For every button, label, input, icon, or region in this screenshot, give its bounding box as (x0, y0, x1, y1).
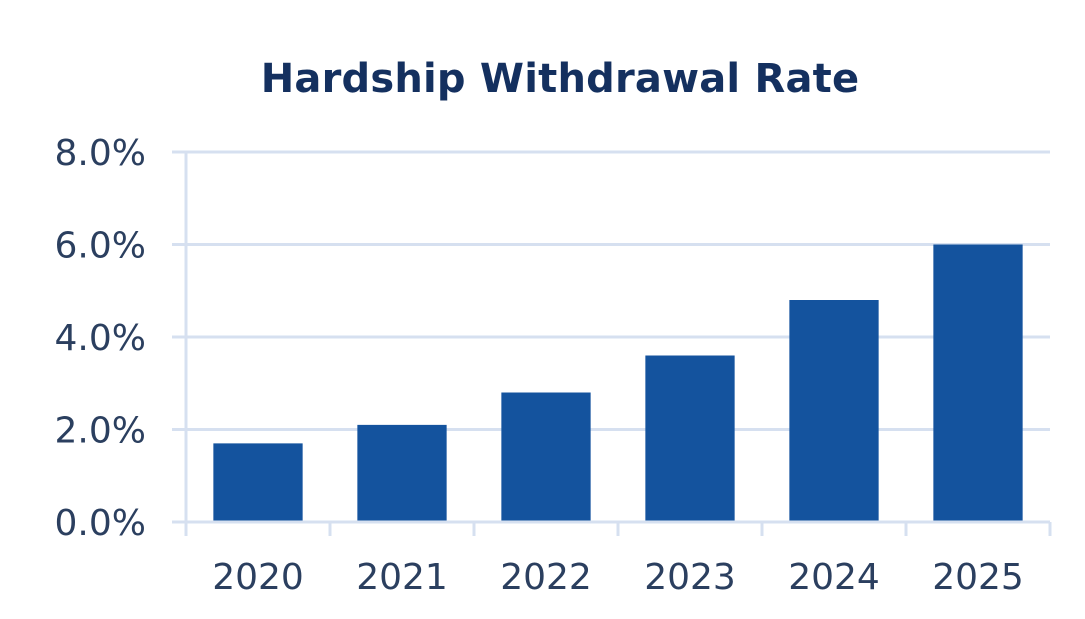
chart-title: Hardship Withdrawal Rate (260, 56, 860, 102)
bar-2021 (357, 424, 447, 522)
bar-2022 (501, 392, 591, 522)
bar-2020 (213, 443, 303, 522)
x-tick-label: 2022 (500, 557, 592, 598)
y-tick-label: 4.0% (55, 318, 146, 359)
bar-2025 (933, 244, 1023, 522)
bar-2023 (645, 355, 735, 522)
x-tick-label: 2025 (932, 557, 1024, 598)
x-tick-label: 2021 (356, 557, 448, 598)
y-tick-label: 0.0% (55, 503, 146, 544)
x-tick-label: 2023 (644, 557, 736, 598)
y-tick-label: 6.0% (55, 226, 146, 267)
x-tick-label: 2024 (788, 557, 880, 598)
y-tick-label: 2.0% (55, 411, 146, 452)
bar-2024 (789, 300, 879, 522)
y-tick-label: 8.0% (55, 133, 146, 174)
x-tick-label: 2020 (212, 557, 304, 598)
